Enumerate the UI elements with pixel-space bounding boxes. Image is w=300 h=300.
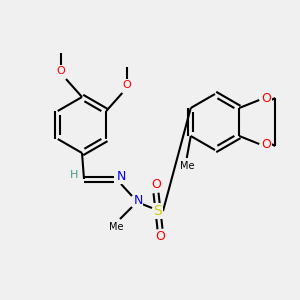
Text: S: S (154, 204, 162, 218)
Text: N: N (133, 194, 143, 208)
Text: O: O (155, 230, 165, 244)
Text: O: O (261, 139, 271, 152)
Text: O: O (57, 66, 65, 76)
Text: O: O (123, 80, 132, 90)
Text: Me: Me (109, 222, 123, 232)
Text: O: O (151, 178, 161, 191)
Text: Me: Me (179, 161, 194, 171)
Text: N: N (116, 170, 126, 184)
Text: O: O (261, 92, 271, 106)
Text: H: H (70, 170, 78, 180)
